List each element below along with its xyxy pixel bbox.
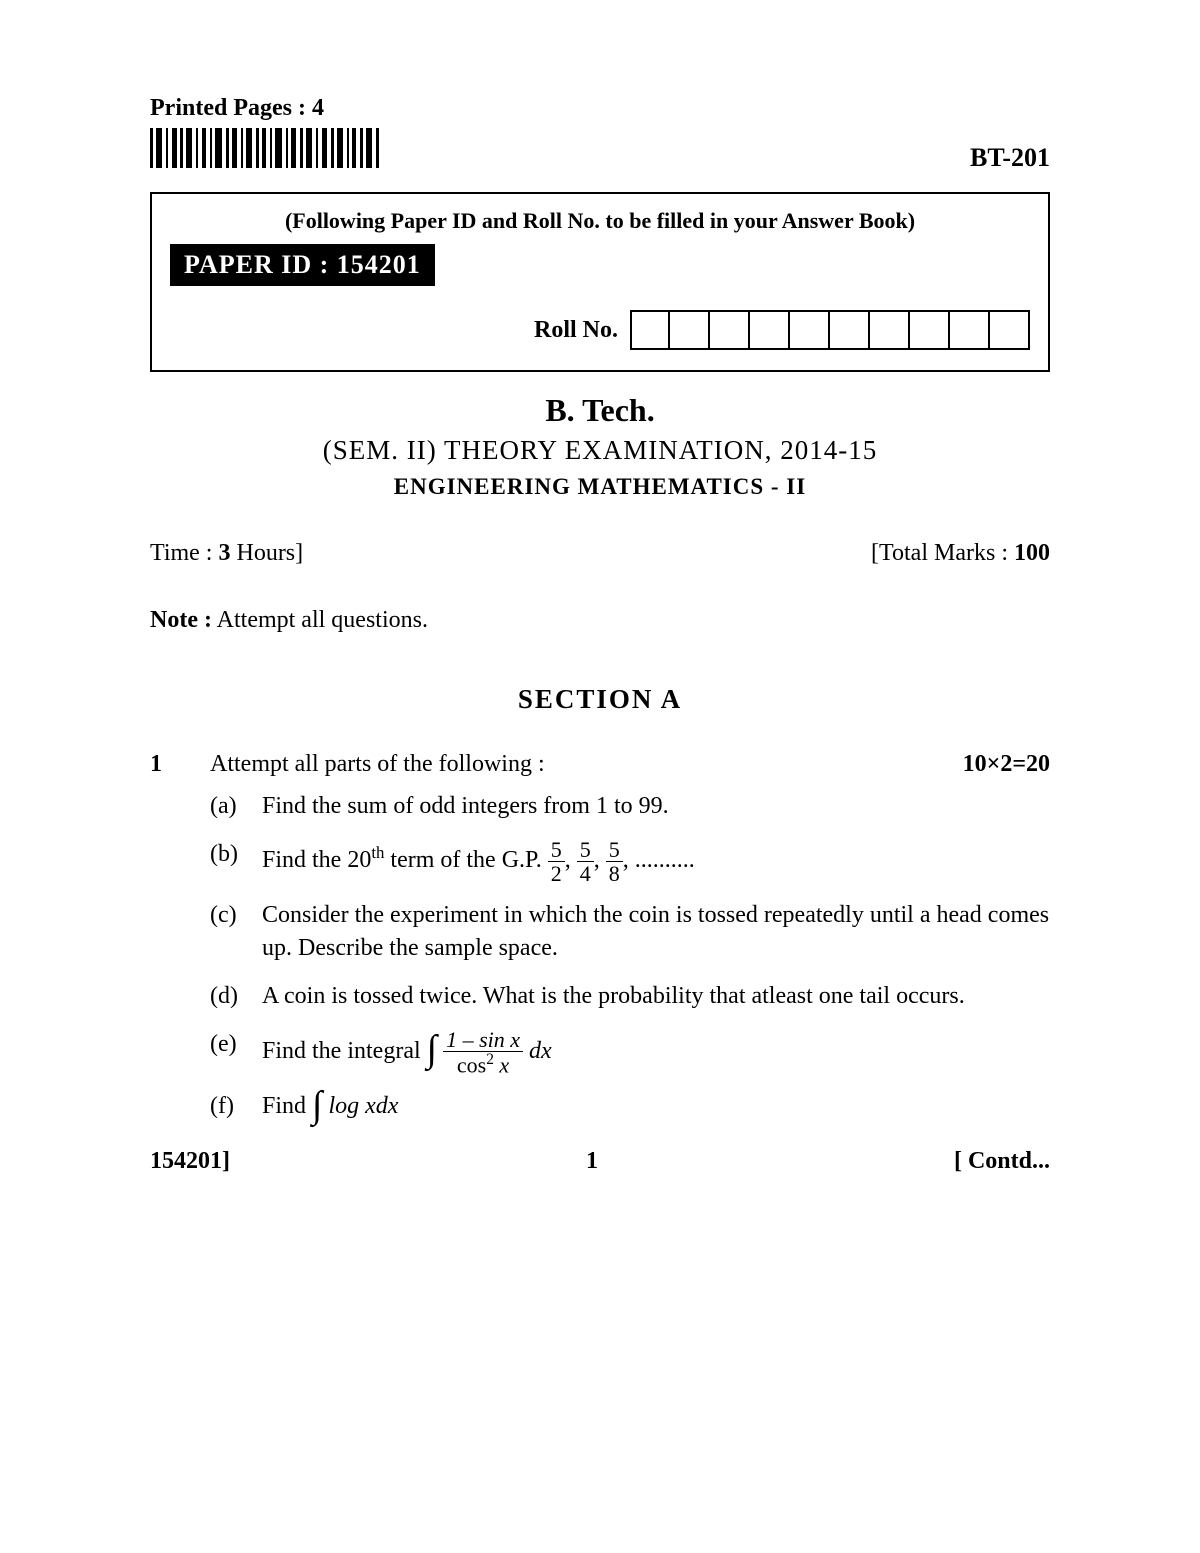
integral-icon: ∫ <box>427 1040 437 1059</box>
title-degree: B. Tech. <box>150 392 1050 429</box>
sub-label: (b) <box>210 838 244 885</box>
roll-cell[interactable] <box>950 310 990 350</box>
sub-text: Find the sum of odd integers from 1 to 9… <box>262 790 1050 824</box>
roll-cell[interactable] <box>910 310 950 350</box>
question-head: Attempt all parts of the following : 10×… <box>210 751 1050 778</box>
note-line: Note : Attempt all questions. <box>150 607 1050 634</box>
header-row: Printed Pages : 4 <box>150 95 1050 184</box>
barcode <box>150 128 380 172</box>
roll-cell[interactable] <box>830 310 870 350</box>
sub-question-e: (e) Find the integral ∫ 1 – sin x cos2 x… <box>210 1028 1050 1077</box>
course-code: BT-201 <box>970 143 1050 173</box>
roll-label: Roll No. <box>534 317 618 344</box>
time-value: 3 <box>218 540 230 566</box>
roll-cell[interactable] <box>630 310 670 350</box>
section-title: SECTION A <box>150 684 1050 715</box>
note-text: Attempt all questions. <box>212 607 428 633</box>
roll-row: Roll No. <box>170 310 1030 350</box>
sub-text: Find the 20th term of the G.P. 52, 54, 5… <box>262 838 1050 885</box>
roll-cell[interactable] <box>790 310 830 350</box>
sub-question-f: (f) Find ∫ log xdx <box>210 1090 1050 1124</box>
info-box: (Following Paper ID and Roll No. to be f… <box>150 192 1050 372</box>
sub-label: (a) <box>210 790 244 824</box>
text-part: Find the 20 <box>262 847 371 873</box>
text-part: Find the integral <box>262 1037 427 1063</box>
question-body: Attempt all parts of the following : 10×… <box>210 751 1050 1138</box>
fraction: 58 <box>606 838 623 885</box>
text-part: log xdx <box>328 1093 398 1119</box>
text-part: Find <box>262 1093 312 1119</box>
integral-icon: ∫ <box>312 1096 322 1115</box>
roll-cell[interactable] <box>670 310 710 350</box>
footer-left: 154201] <box>150 1148 230 1175</box>
question-number: 1 <box>150 751 180 1138</box>
roll-cell[interactable] <box>750 310 790 350</box>
fraction: 54 <box>577 838 594 885</box>
barcode-icon <box>150 128 380 172</box>
printed-pages: Printed Pages : 4 <box>150 95 380 122</box>
question-marks: 10×2=20 <box>963 751 1050 778</box>
paper-id-badge: PAPER ID : 154201 <box>170 244 435 286</box>
time-prefix: Time : <box>150 540 218 566</box>
footer-right: [ Contd... <box>954 1148 1050 1175</box>
title-exam: (SEM. II) THEORY EXAMINATION, 2014-15 <box>150 435 1050 466</box>
roll-cell[interactable] <box>710 310 750 350</box>
sub-label: (f) <box>210 1090 244 1124</box>
roll-boxes[interactable] <box>630 310 1030 350</box>
sub-label: (e) <box>210 1028 244 1077</box>
time-suffix: Hours] <box>230 540 303 566</box>
footer-page-number: 1 <box>586 1148 598 1175</box>
sub-text: Find the integral ∫ 1 – sin x cos2 x dx <box>262 1028 1050 1077</box>
superscript: th <box>371 843 384 862</box>
marks-label: [Total Marks : 100 <box>871 540 1050 567</box>
marks-value: 100 <box>1014 540 1050 566</box>
text-part: dx <box>529 1037 552 1063</box>
header-left: Printed Pages : 4 <box>150 95 380 184</box>
fraction: 1 – sin x cos2 x <box>443 1028 523 1077</box>
sub-question-b: (b) Find the 20th term of the G.P. 52, 5… <box>210 838 1050 885</box>
fraction: 52 <box>548 838 565 885</box>
text-part: term of the G.P. <box>384 847 547 873</box>
footer-row: 154201] 1 [ Contd... <box>150 1148 1050 1175</box>
sub-question-d: (d) A coin is tossed twice. What is the … <box>210 980 1050 1014</box>
question-head-text: Attempt all parts of the following : <box>210 751 545 778</box>
sub-question-a: (a) Find the sum of odd integers from 1 … <box>210 790 1050 824</box>
text-part: , .......... <box>623 847 695 873</box>
note-label: Note : <box>150 607 212 633</box>
marks-prefix: [Total Marks : <box>871 540 1014 566</box>
time-marks-row: Time : 3 Hours] [Total Marks : 100 <box>150 540 1050 567</box>
question-1: 1 Attempt all parts of the following : 1… <box>150 751 1050 1138</box>
sub-text: A coin is tossed twice. What is the prob… <box>262 980 1050 1014</box>
roll-cell[interactable] <box>870 310 910 350</box>
sub-label: (c) <box>210 899 244 966</box>
sub-text: Consider the experiment in which the coi… <box>262 899 1050 966</box>
info-box-note: (Following Paper ID and Roll No. to be f… <box>170 208 1030 234</box>
sub-text: Find ∫ log xdx <box>262 1090 1050 1124</box>
sub-label: (d) <box>210 980 244 1014</box>
time-label: Time : 3 Hours] <box>150 540 303 567</box>
roll-cell[interactable] <box>990 310 1030 350</box>
sub-question-c: (c) Consider the experiment in which the… <box>210 899 1050 966</box>
title-subject: ENGINEERING MATHEMATICS - II <box>150 474 1050 500</box>
